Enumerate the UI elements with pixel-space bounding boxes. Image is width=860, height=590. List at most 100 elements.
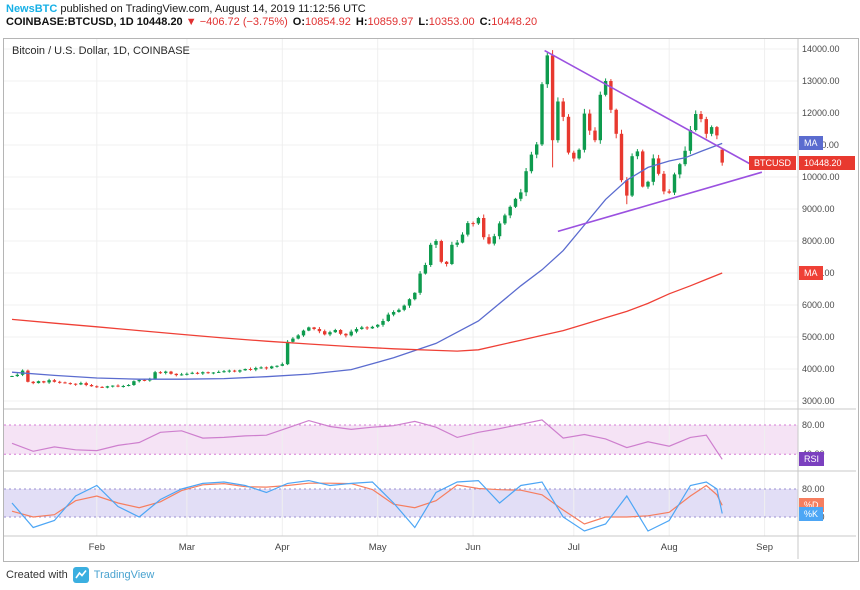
chart-area[interactable]: 14000.0013000.0012000.0011000.0010000.00… (3, 38, 859, 562)
candle-body (582, 113, 587, 150)
candle-body (614, 109, 618, 134)
candle-body (132, 381, 136, 385)
trendline[interactable] (544, 49, 760, 170)
candle-body (232, 370, 237, 372)
candle-body (672, 174, 677, 193)
candle-body (609, 81, 613, 110)
candle-body (619, 133, 624, 181)
candle-body (720, 149, 724, 163)
tradingview-brand[interactable]: TradingView (93, 569, 155, 581)
ma-fast-badge[interactable]: MA (799, 136, 823, 150)
month-label[interactable]: Aug (661, 542, 678, 553)
candle-body (434, 241, 438, 245)
price-tick-label: 14000.00 (802, 44, 840, 54)
candle-body (540, 84, 544, 145)
candle-body (572, 152, 576, 159)
candle-body (460, 234, 465, 243)
last-price: 10448.20 (136, 16, 183, 28)
candle-body (588, 113, 592, 131)
symbol-badge[interactable]: BTCUSD (748, 156, 796, 170)
candle-body (10, 376, 14, 377)
candle-body (158, 372, 163, 374)
candle-body (556, 101, 560, 141)
publish-line: NewsBTC published on TradingView.com, Au… (6, 3, 366, 15)
month-label[interactable]: Jul (568, 542, 580, 553)
candle-body (487, 237, 491, 244)
candle-body (625, 180, 629, 196)
candle-body (646, 181, 650, 187)
candle-body (656, 158, 661, 174)
candle-body (641, 151, 645, 187)
candle-body (153, 372, 157, 380)
ma-slow-line (11, 272, 723, 352)
candle-body (471, 223, 475, 225)
tradingview-logo-icon[interactable] (72, 567, 89, 583)
candle-body (593, 130, 597, 141)
candle-body (31, 381, 35, 384)
chart-canvas[interactable]: 14000.0013000.0012000.0011000.0010000.00… (4, 39, 856, 559)
created-with-text: Created with (6, 569, 68, 581)
ma-fast-line (11, 142, 723, 380)
candle-body (678, 164, 682, 175)
trendline[interactable] (557, 171, 763, 233)
month-label[interactable]: Mar (179, 542, 195, 553)
candle-body (694, 114, 698, 130)
candle-body (206, 372, 210, 374)
price-badge[interactable]: 10448.20 (799, 156, 855, 170)
candle-body (450, 244, 454, 264)
candle-body (688, 130, 693, 151)
candle-body (577, 149, 581, 159)
candle-body (169, 371, 173, 374)
stoch-k-badge[interactable]: %K (799, 507, 824, 521)
candle-body (651, 158, 655, 182)
candle-body (418, 273, 422, 293)
candle-body (270, 366, 274, 369)
rsi-band (4, 425, 798, 455)
month-label[interactable]: Jun (465, 542, 480, 553)
candle-body (105, 386, 110, 388)
candle-body (333, 330, 337, 333)
candle-body (15, 374, 19, 377)
ma-slow-badge[interactable]: MA (799, 266, 823, 280)
price-tick-label: 9000.00 (802, 204, 835, 214)
candle-body (344, 333, 348, 336)
month-label[interactable]: May (369, 542, 387, 553)
open-label: O: (292, 16, 305, 28)
candle-body (349, 331, 353, 336)
candle-body (429, 244, 433, 265)
candle-body (630, 156, 634, 196)
low-value: 10353.00 (428, 16, 475, 28)
candle-body (190, 372, 194, 374)
candle-body (566, 116, 571, 153)
month-label[interactable]: Apr (275, 542, 290, 553)
price-tick-label: 6000.00 (802, 300, 835, 310)
candle-body (185, 373, 189, 375)
candle-body (259, 367, 263, 369)
month-label[interactable]: Feb (89, 542, 105, 553)
candle-body (338, 330, 343, 334)
candle-body (370, 326, 375, 329)
candle-body (328, 332, 332, 335)
candle-body (248, 369, 253, 370)
candle-body (36, 381, 41, 384)
candle-body (296, 335, 300, 339)
candle-body (354, 329, 359, 332)
close-label: C: (479, 16, 492, 28)
rsi-badge[interactable]: RSI (799, 452, 825, 466)
candle-body (482, 218, 486, 238)
candle-body (535, 144, 539, 155)
candle-body (376, 324, 380, 327)
stoch-k-line (11, 479, 723, 532)
candle-body (497, 223, 502, 237)
candle-body (137, 379, 141, 382)
month-label[interactable]: Sep (756, 542, 773, 553)
price-tick-label: 12000.00 (802, 108, 840, 118)
low-label: L: (418, 16, 429, 28)
candle-body (142, 379, 147, 381)
pane-title: Bitcoin / U.S. Dollar, 1D, COINBASE (12, 45, 190, 57)
candle-body (598, 94, 602, 141)
candle-body (381, 321, 385, 325)
candle-body (704, 119, 708, 134)
candle-body (280, 364, 284, 366)
candle-body (73, 383, 78, 385)
